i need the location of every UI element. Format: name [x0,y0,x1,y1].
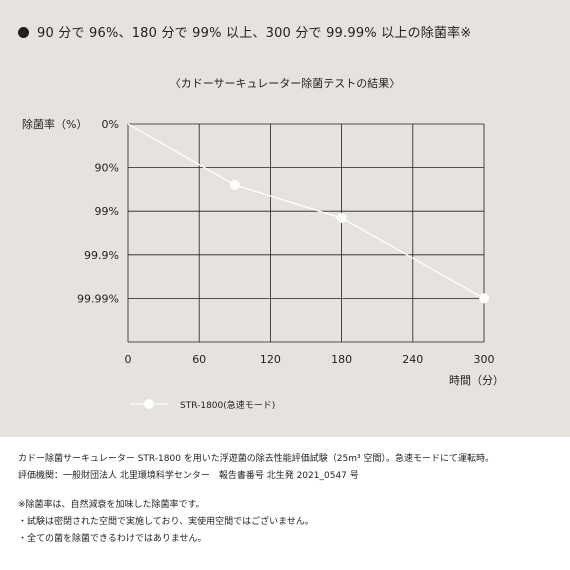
note-closed-space: ・試験は密閉された空間で実施しており、実使用空間ではございません。 [18,517,314,527]
note-rate-explanation: ※除菌率は、自然減衰を加味した除菌率です。 [18,500,205,510]
y-tick-label: 99.99% [77,292,119,305]
chart-title: 〈カドーサーキュレーター除菌テストの結果〉 [169,77,401,90]
data-point [336,212,347,223]
y-axis-label: 除菌率（%） [22,117,87,131]
legend-label: STR-1800(急速モード) [180,399,275,411]
x-tick-label: 60 [192,353,206,366]
x-tick-label: 300 [474,353,495,366]
x-tick-label: 120 [260,353,281,366]
legend-marker [144,399,154,409]
x-tick-label: 0 [125,353,132,366]
x-axis-label: 時間（分） [449,374,504,387]
note-evaluation-body: 評価機関：一般財団法人 北里環境科学センター 報告書番号 北生発 2021_05… [18,471,359,481]
data-point [229,179,240,190]
data-point [479,293,489,304]
y-tick-label: 99% [95,205,119,218]
note-not-all-bacteria: ・全ての菌を除菌できるわけではありません。 [18,534,207,544]
headline-text: 90 分で 96%、180 分で 99% 以上、300 分で 99.99% 以上… [37,26,472,41]
y-tick-label: 0% [102,118,119,131]
sterilization-chart: 0% 90% 99% 99.9% 99.99% 0 60 120 180 240 300 除菌率（%）… [22,117,504,411]
headline: 90 分で 96%、180 分で 99% 以上、300 分で 99.99% 以上… [18,22,471,41]
note-test-description: カドー除菌サーキュレーター STR-1800 を用いた浮遊菌の除去性能評価試験（… [18,454,494,464]
chart-panel [0,0,570,437]
x-tick-label: 240 [402,353,423,366]
footnotes: カドー除菌サーキュレーター STR-1800 を用いた浮遊菌の除去性能評価試験（… [18,455,494,552]
bullet-icon [18,27,29,38]
y-tick-label: 90% [95,162,119,175]
series-line [127,123,485,299]
y-tick-label: 99.9% [84,249,119,262]
x-tick-label: 180 [331,353,352,366]
